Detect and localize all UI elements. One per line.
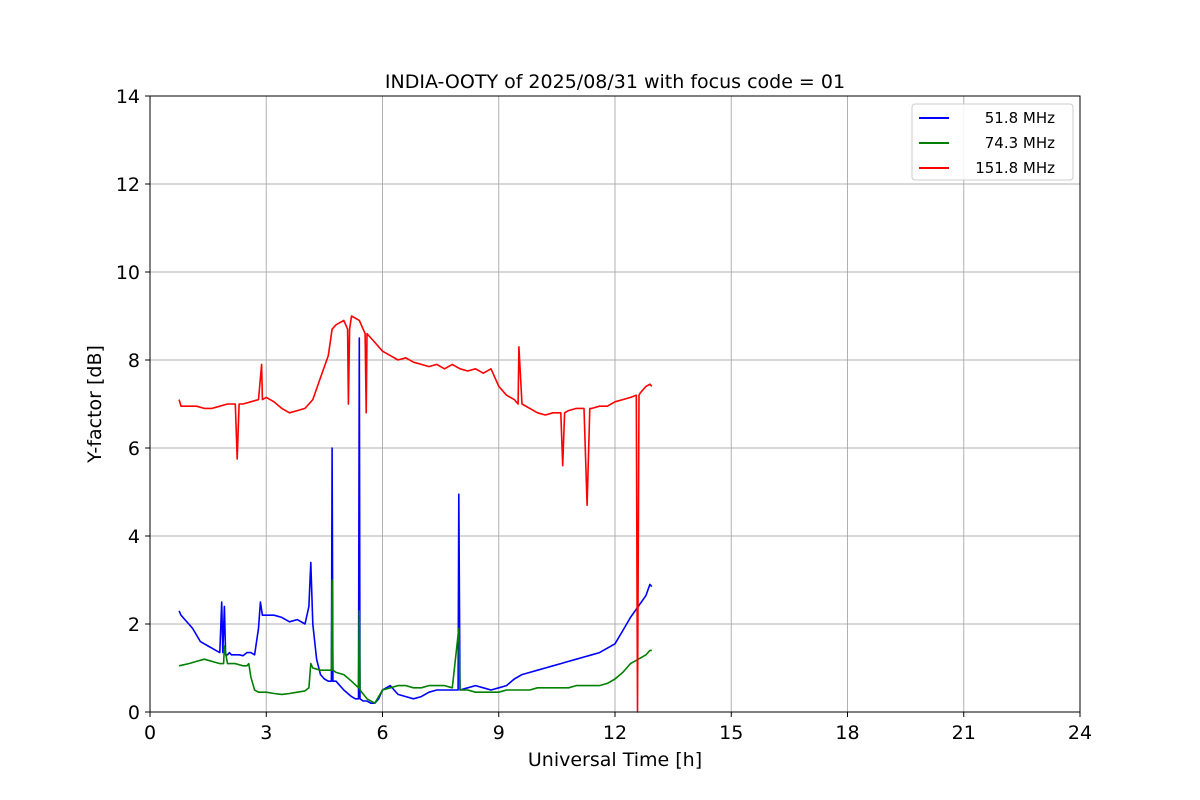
x-tick-label: 3 — [260, 722, 272, 744]
y-tick-label: 4 — [128, 526, 140, 548]
legend-label: 51.8 MHz — [985, 109, 1055, 127]
legend: 51.8 MHz 74.3 MHz 151.8 MHz — [911, 103, 1074, 181]
x-tick-label: 9 — [493, 722, 505, 744]
y-tick-label: 6 — [128, 438, 140, 460]
x-tick-label: 21 — [952, 722, 976, 744]
legend-label: 74.3 MHz — [985, 134, 1055, 152]
legend-items: 51.8 MHz 74.3 MHz 151.8 MHz — [919, 109, 1055, 177]
y-tick-label: 2 — [128, 614, 140, 636]
y-axis-title: Y-factor [dB] — [84, 345, 106, 464]
y-tick-label: 8 — [128, 350, 140, 372]
y-tick-label: 14 — [116, 86, 140, 108]
series-line-2 — [178, 579, 652, 705]
x-axis-title: Universal Time [h] — [528, 749, 702, 771]
x-tick-label: 24 — [1068, 722, 1092, 744]
y-tick-label: 10 — [116, 262, 140, 284]
x-tick-label: 0 — [144, 722, 156, 744]
series-lines — [178, 315, 653, 713]
y-tick-label: 12 — [116, 174, 140, 196]
x-tick-label: 6 — [376, 722, 388, 744]
x-tick-label: 15 — [719, 722, 743, 744]
x-tick-label: 18 — [835, 722, 859, 744]
x-tick-label: 12 — [603, 722, 627, 744]
chart-title: INDIA-OOTY of 2025/08/31 with focus code… — [385, 71, 845, 93]
series-line-1 — [178, 337, 653, 705]
legend-label: 151.8 MHz — [975, 159, 1055, 177]
grid-lines — [149, 95, 1081, 713]
legend-box — [911, 103, 1074, 181]
series-line-3 — [178, 315, 653, 713]
y-tick-label: 0 — [128, 702, 140, 724]
